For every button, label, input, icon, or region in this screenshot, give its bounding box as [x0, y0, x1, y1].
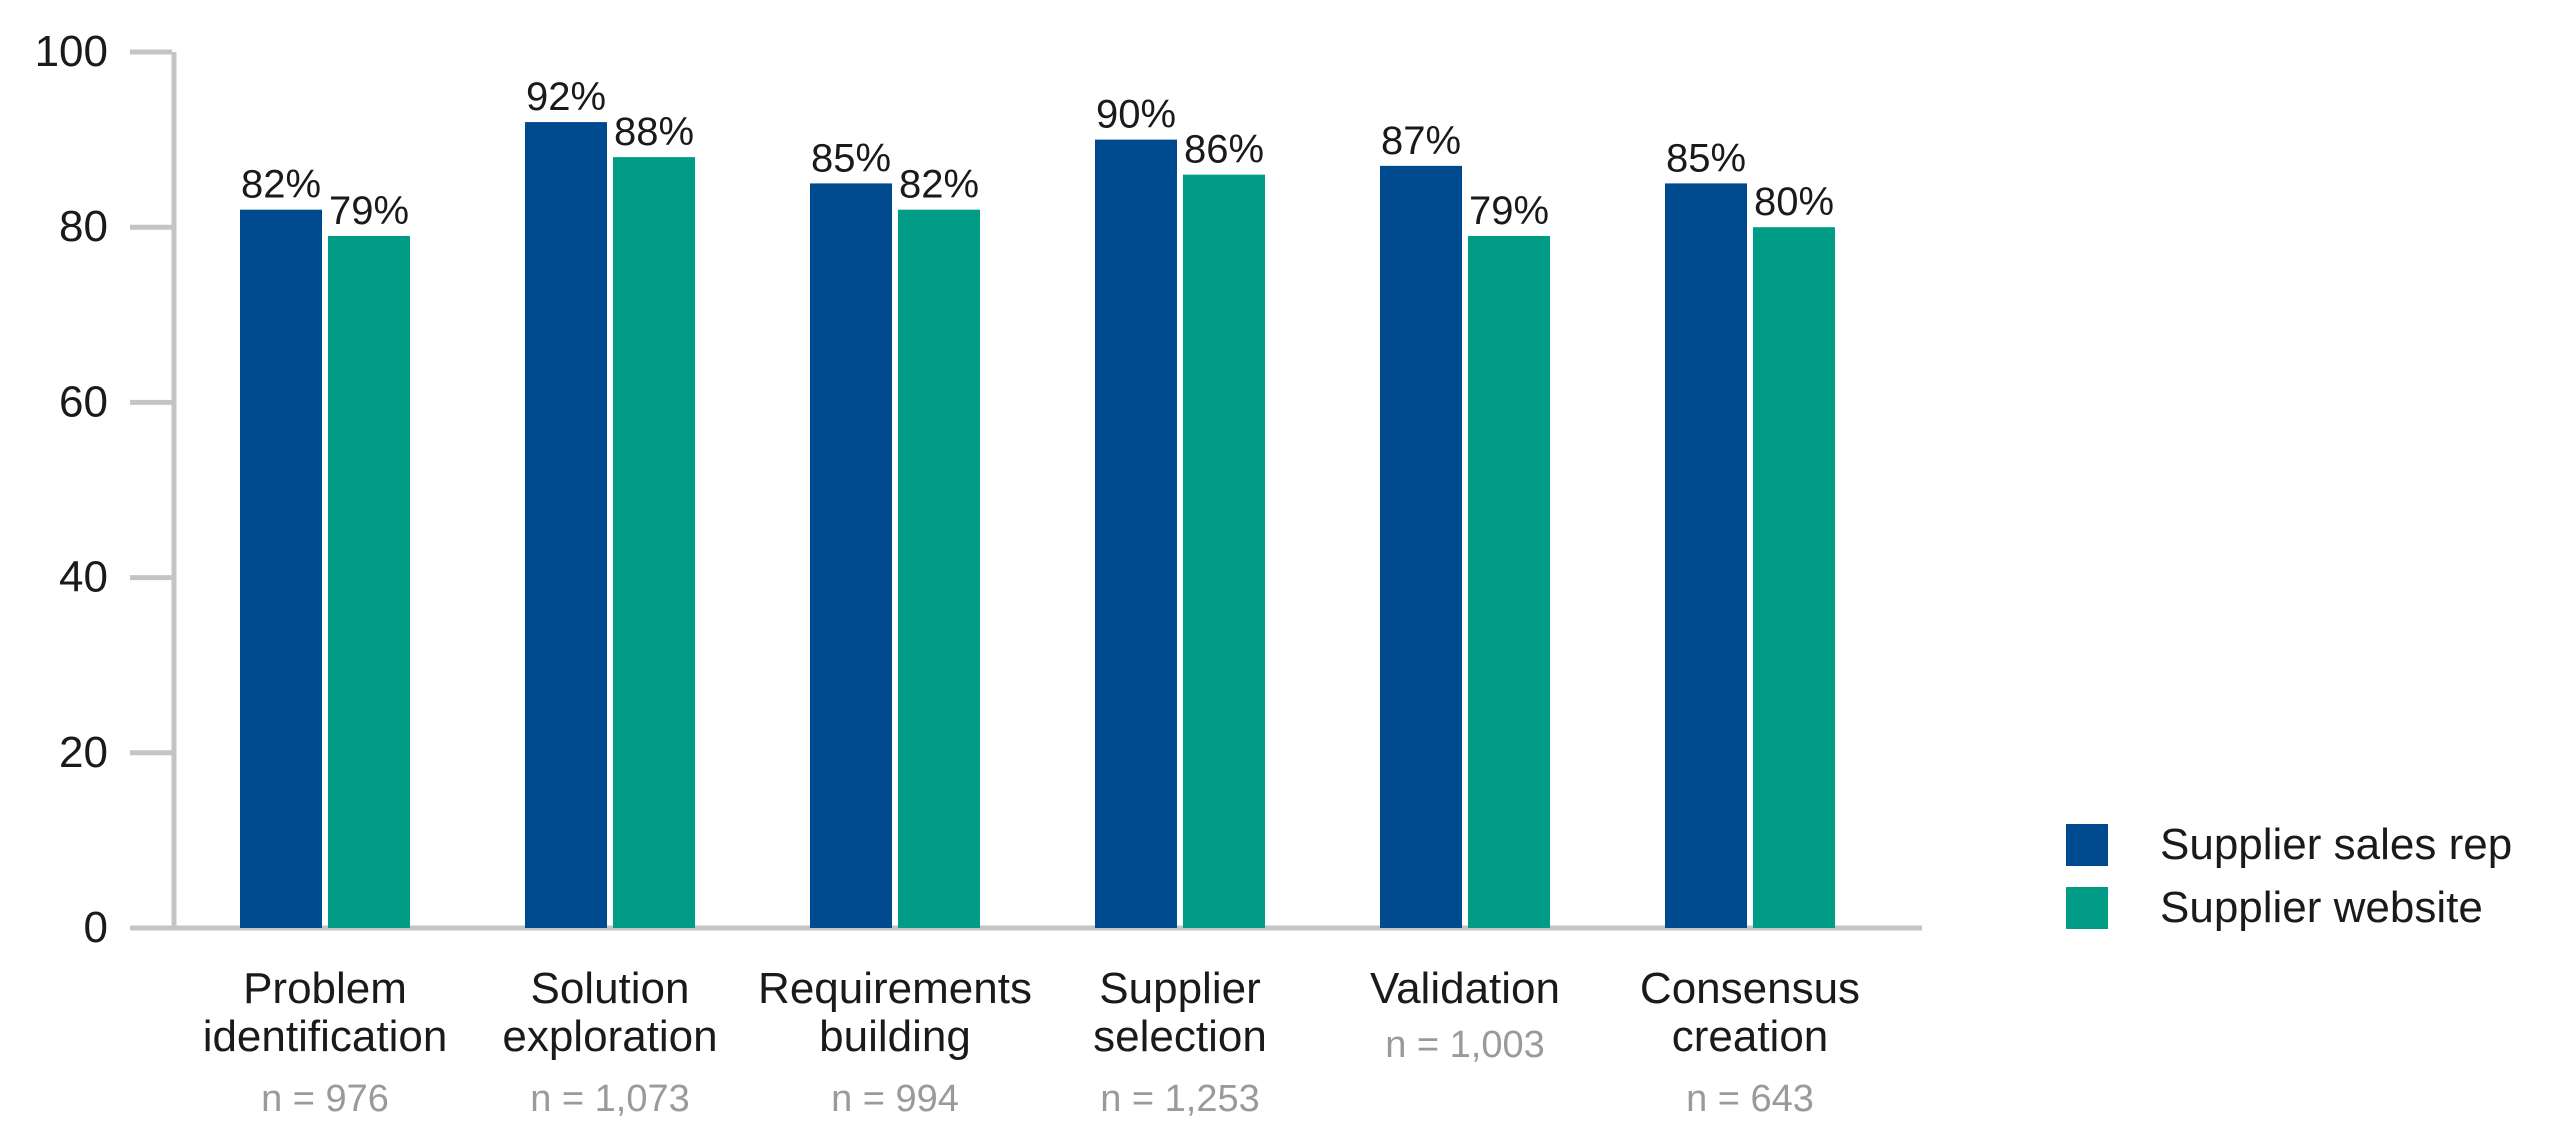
y-tick-label: 100 — [35, 27, 108, 76]
data-label: 82% — [241, 163, 321, 207]
bar-website — [898, 209, 980, 928]
bar-website — [328, 235, 410, 928]
bar-website — [613, 157, 695, 928]
y-axis: 0 20 40 60 80 100 — [35, 27, 177, 952]
bar-sales-rep — [1665, 183, 1747, 928]
sample-size-label: n = 976 — [261, 1078, 389, 1120]
bar-sales-rep — [810, 183, 892, 928]
y-tick-label: 80 — [59, 202, 108, 251]
data-label: 79% — [1469, 189, 1549, 233]
legend-label: Supplier sales rep — [2160, 820, 2512, 869]
bar-website — [1183, 174, 1265, 928]
legend-label: Supplier website — [2160, 883, 2483, 932]
y-tick-label: 20 — [59, 728, 108, 777]
sample-size-label: n = 1,073 — [530, 1078, 690, 1120]
bars — [240, 122, 1835, 929]
x-tick-label: identification — [203, 1012, 448, 1061]
bar-sales-rep — [525, 122, 607, 928]
x-tick-label: creation — [1672, 1012, 1829, 1061]
data-label: 88% — [614, 110, 694, 154]
sample-size-label: n = 1,253 — [1100, 1078, 1260, 1120]
data-label: 92% — [526, 75, 606, 119]
x-tick-label: building — [819, 1012, 971, 1061]
y-tick-label: 40 — [59, 553, 108, 602]
y-tick-label: 0 — [84, 903, 108, 952]
x-tick-label: Requirements — [758, 964, 1032, 1013]
sample-size-label: n = 643 — [1686, 1078, 1814, 1120]
sample-size-label: n = 994 — [831, 1078, 959, 1120]
x-tick-label: Consensus — [1640, 964, 1860, 1013]
x-tick-label: Solution — [530, 964, 689, 1013]
y-tick-label: 60 — [59, 377, 108, 426]
x-tick-label: Problem — [243, 964, 407, 1013]
data-label: 86% — [1184, 128, 1264, 172]
x-tick-label: Validation — [1370, 964, 1560, 1013]
x-tick-label: Supplier — [1099, 964, 1260, 1013]
x-tick-label: exploration — [502, 1012, 717, 1061]
value-labels: 82%79%92%88%85%82%90%86% 87%79%85%80% — [241, 75, 1834, 233]
data-label: 90% — [1096, 93, 1176, 137]
bar-website — [1468, 235, 1550, 928]
sample-size-label: n = 1,003 — [1385, 1024, 1545, 1066]
data-label: 80% — [1754, 180, 1834, 224]
data-label: 79% — [329, 189, 409, 233]
x-tick-label: selection — [1093, 1012, 1267, 1061]
bar-website — [1753, 227, 1835, 928]
legend-swatch — [2066, 887, 2108, 929]
data-label: 85% — [1666, 136, 1746, 180]
data-label: 82% — [899, 163, 979, 207]
legend-swatch — [2066, 824, 2108, 866]
bar-sales-rep — [1095, 139, 1177, 929]
data-label: 87% — [1381, 119, 1461, 163]
bar-sales-rep — [240, 209, 322, 928]
bar-sales-rep — [1380, 165, 1462, 928]
legend: Supplier sales rep Supplier website — [2066, 820, 2512, 932]
data-label: 85% — [811, 136, 891, 180]
